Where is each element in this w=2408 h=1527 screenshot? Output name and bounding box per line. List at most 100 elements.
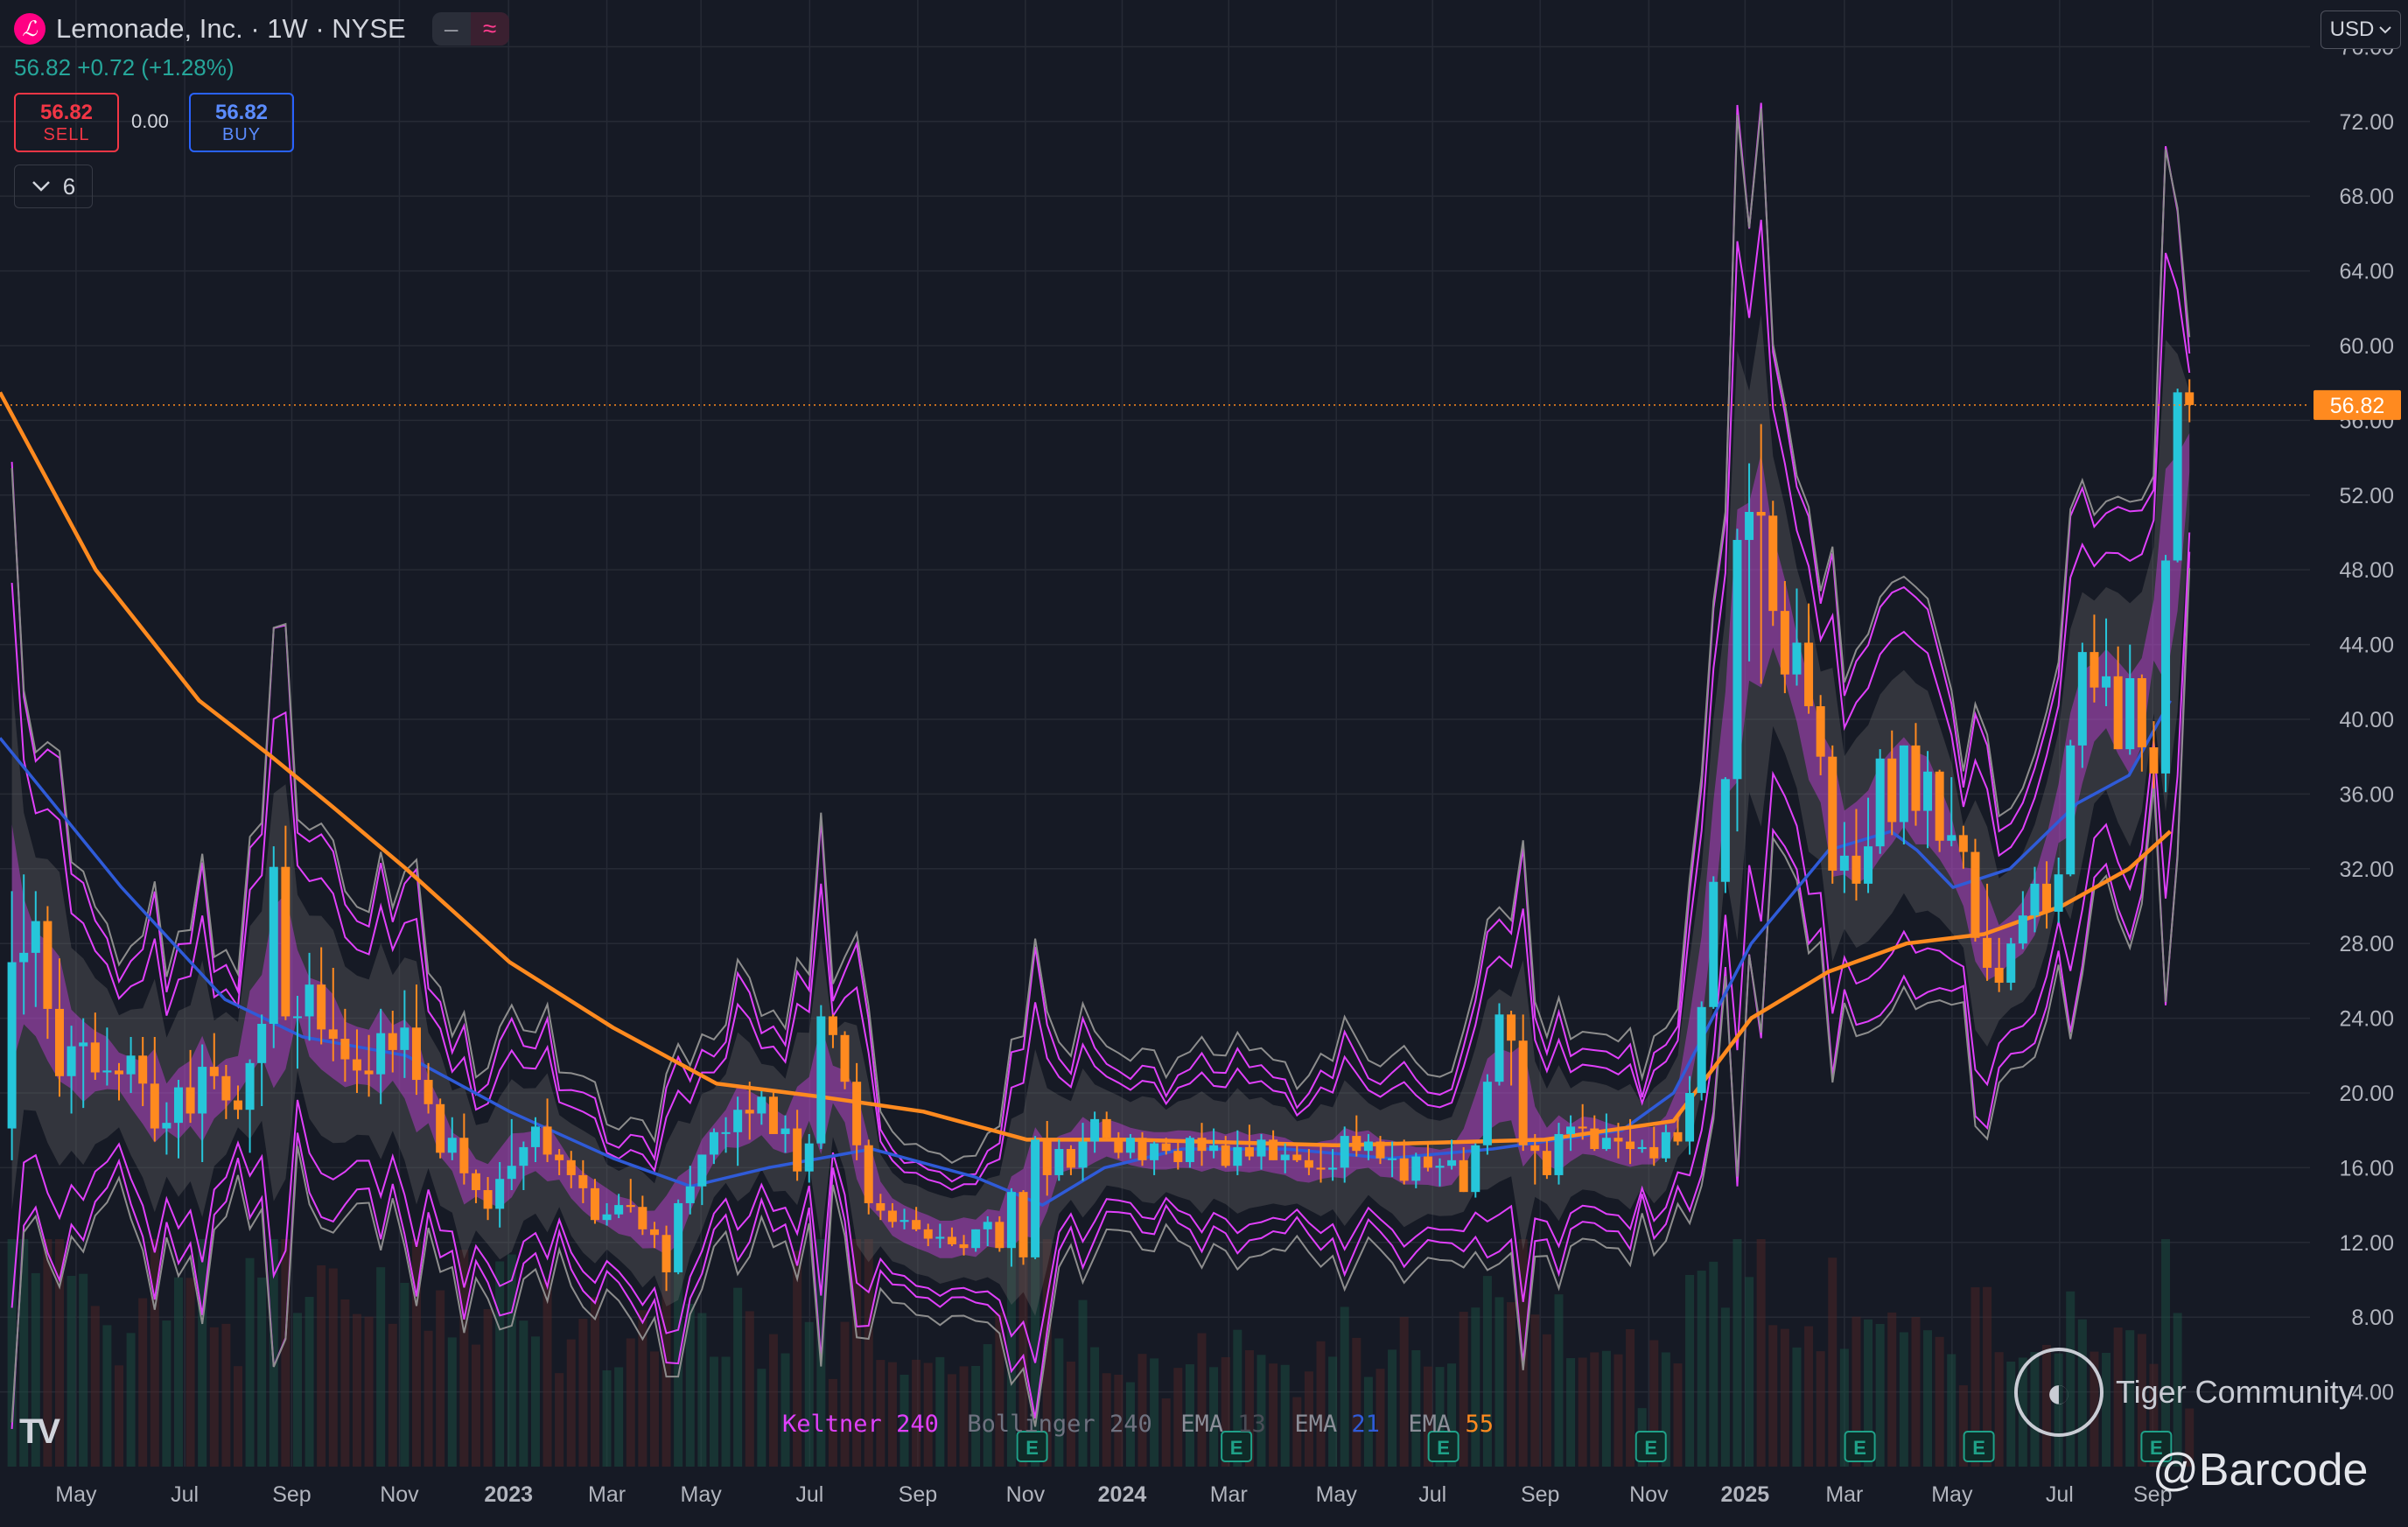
candle-body <box>447 1138 457 1153</box>
candle-body <box>1816 706 1825 757</box>
volume-bar <box>876 1360 886 1467</box>
candle-body <box>1340 1136 1349 1168</box>
candle-body <box>269 866 278 1024</box>
candle-body <box>1887 758 1897 823</box>
volume-bar <box>1161 1398 1171 1467</box>
volume-bar <box>1935 1336 1944 1467</box>
candle-body <box>745 1110 754 1114</box>
volume-bar <box>864 1239 873 1467</box>
candle-body <box>66 1046 76 1076</box>
time-tick-label: May <box>1931 1482 1973 1507</box>
earnings-letter: E <box>1644 1437 1657 1459</box>
volume-bar <box>66 1276 76 1467</box>
volume-bar <box>1875 1324 1885 1467</box>
volume-bar <box>995 1312 1004 1467</box>
buy-button[interactable]: 56.82 BUY <box>189 93 294 152</box>
volume-bar <box>1958 1385 1968 1467</box>
candle-body <box>1150 1143 1159 1160</box>
volume-bar <box>1947 1354 1956 1467</box>
candle-body <box>959 1243 969 1249</box>
candle-body <box>1411 1156 1421 1181</box>
volume-bar <box>971 1365 981 1467</box>
volume-bar <box>2137 1334 2146 1467</box>
legend-bollinger-len: 240 <box>1109 1411 1152 1438</box>
symbol-title[interactable]: Lemonade, Inc. · 1W · NYSE <box>56 13 406 44</box>
candle-body <box>186 1087 195 1114</box>
volume-bar <box>1221 1356 1230 1467</box>
legend-ema1[interactable]: EMA <box>1180 1411 1224 1438</box>
volume-bar <box>447 1337 457 1467</box>
candle-body <box>31 921 40 953</box>
volume-bar <box>483 1309 493 1467</box>
candle-body <box>1138 1138 1147 1160</box>
time-tick-label: May <box>681 1482 723 1507</box>
candle-body <box>1994 967 2004 984</box>
volume-bar <box>1923 1330 1933 1467</box>
candle-body <box>79 1042 88 1047</box>
volume-bar <box>542 1279 552 1467</box>
candle-body <box>1804 642 1814 707</box>
candle-body <box>2018 915 2027 944</box>
last-price-label: 56.82 <box>2330 394 2385 418</box>
candle-body <box>1161 1143 1171 1152</box>
volume-bar <box>2185 1408 2194 1467</box>
volume-bar <box>1399 1316 1409 1467</box>
indicators-toggle[interactable]: 6 <box>14 165 93 208</box>
legend-bollinger[interactable]: Bollinger <box>967 1411 1096 1438</box>
candle-body <box>459 1138 469 1173</box>
legend-ema3[interactable]: EMA <box>1408 1411 1452 1438</box>
volume-bar <box>340 1299 350 1467</box>
volume-bar <box>1983 1286 1992 1467</box>
currency-select[interactable]: USD <box>2320 11 2401 49</box>
volume-bar <box>1745 1277 1754 1467</box>
time-tick-label: 2025 <box>1721 1482 1770 1507</box>
candle-body <box>1185 1138 1194 1162</box>
volume-bar <box>43 1239 52 1467</box>
keltner-lower-line <box>10 532 2191 1363</box>
volume-bar <box>1376 1369 1385 1467</box>
candle-body <box>1709 881 1718 1007</box>
candle-body <box>495 1179 505 1209</box>
wave-icon[interactable]: ≈ <box>470 12 509 46</box>
volume-bar <box>173 1277 183 1467</box>
volume-bar <box>1304 1371 1313 1467</box>
volume-bar <box>1554 1294 1564 1467</box>
volume-bar <box>1185 1364 1194 1467</box>
candle-body <box>1566 1126 1576 1134</box>
candle-body <box>19 952 29 963</box>
minimize-icon[interactable]: – <box>444 15 458 42</box>
candle-body <box>1447 1159 1457 1166</box>
volume-bar <box>126 1333 136 1467</box>
volume-bar <box>424 1330 433 1467</box>
volume-bar <box>1673 1363 1683 1467</box>
candle-body <box>1125 1138 1135 1153</box>
volume-bar <box>1732 1239 1742 1467</box>
sell-button[interactable]: 56.82 SELL <box>14 93 119 152</box>
earnings-icon <box>1844 1431 1876 1462</box>
volume-bar <box>1507 1302 1516 1467</box>
candle-body <box>1423 1156 1432 1168</box>
candle-body <box>1280 1154 1290 1160</box>
candle-body <box>555 1154 564 1160</box>
volume-bar <box>1614 1354 1623 1467</box>
volume-bar <box>1125 1382 1135 1467</box>
candle-body <box>340 1039 350 1060</box>
volume-bar <box>1018 1239 1028 1467</box>
legend-keltner[interactable]: Keltner <box>782 1411 882 1438</box>
price-tick-label: 44.00 <box>2339 634 2394 658</box>
candle-body <box>483 1190 493 1209</box>
volume-bar <box>649 1351 659 1467</box>
volume-bar <box>1542 1334 1551 1467</box>
time-tick-label: Mar <box>588 1482 626 1507</box>
keltner-upper-line <box>10 220 2191 1191</box>
volume-bar <box>221 1323 231 1467</box>
volume-bar <box>1626 1328 1635 1467</box>
volume-bar <box>519 1320 528 1467</box>
legend-ema2[interactable]: EMA <box>1294 1411 1338 1438</box>
volume-bar <box>852 1239 862 1467</box>
volume-bar <box>1590 1352 1600 1467</box>
volume-bar <box>614 1367 624 1467</box>
candle-body <box>662 1235 671 1272</box>
candle-body <box>424 1080 433 1104</box>
